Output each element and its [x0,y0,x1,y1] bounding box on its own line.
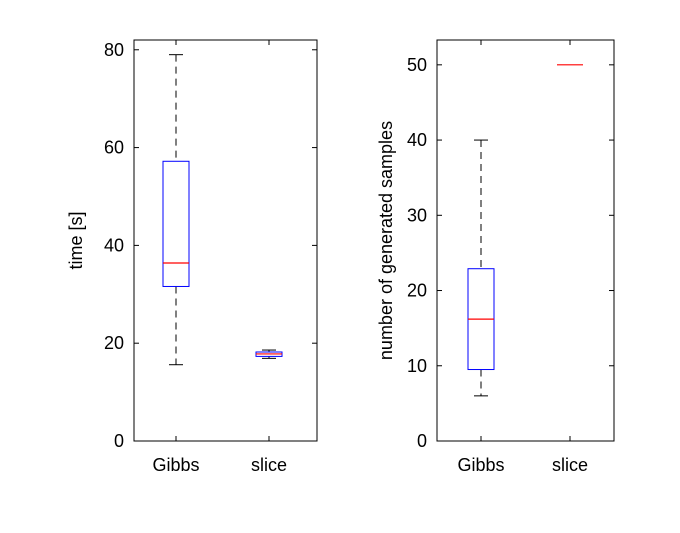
y-tick-label: 0 [417,431,427,451]
y-tick-label: 40 [407,130,427,150]
x-tick-label: slice [552,455,588,475]
y-tick-label: 20 [104,333,124,353]
samples-boxplot: 0 10 20 30 40 50 Gibbs slice number of generated… [376,39,615,475]
y-tick-label: 30 [407,205,427,225]
x-tick-label: slice [251,455,287,475]
y-tick-label: 0 [114,431,124,451]
x-tick-label: Gibbs [152,455,199,475]
y-tick-label: 20 [407,281,427,301]
y-tick-label: 50 [407,55,427,75]
y-axis-label-time: time [s] [66,211,86,269]
plot-frame-samples [436,39,615,442]
plot-frame-time [133,39,318,442]
y-tick-label: 80 [104,40,124,60]
y-tick-label: 10 [407,356,427,376]
box-iqr [162,160,190,287]
y-tick-label: 40 [104,235,124,255]
time-boxplot: 0 20 40 60 80 Gibbs slice time [s] [66,39,318,475]
y-tick-label: 60 [104,138,124,158]
x-tick-label: Gibbs [457,455,504,475]
y-axis-label-samples: number of generated samples [376,121,396,360]
